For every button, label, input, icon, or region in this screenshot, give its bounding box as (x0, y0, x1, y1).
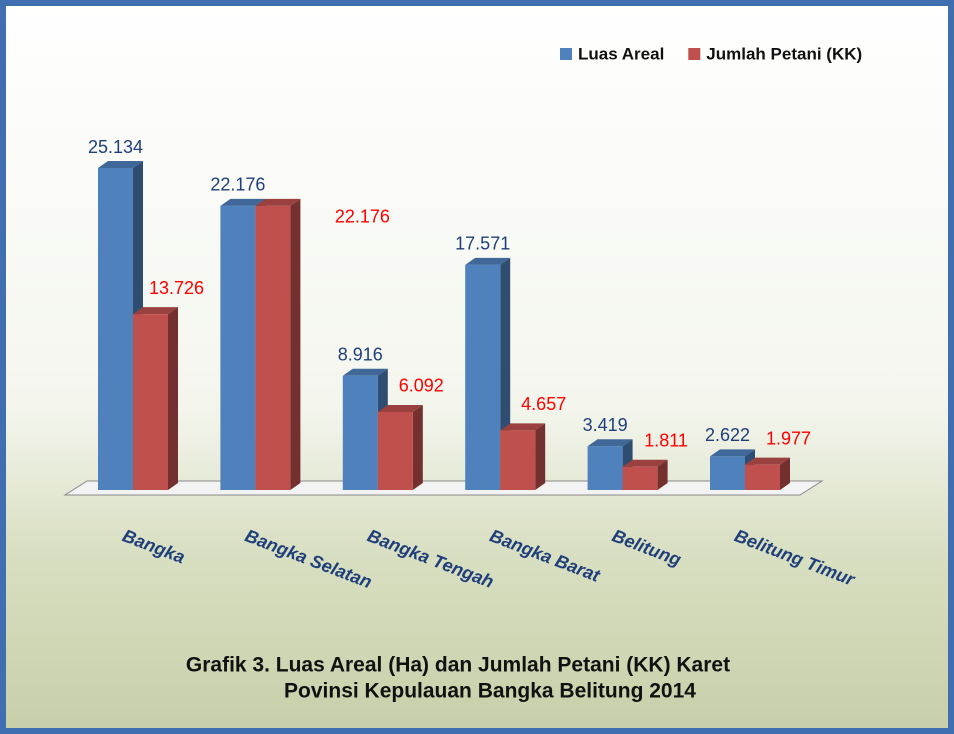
bar (133, 307, 178, 490)
bar-side (168, 307, 178, 490)
bar-front (710, 456, 745, 490)
data-label: 22.176 (210, 175, 265, 195)
data-label: 13.726 (149, 278, 204, 298)
data-label: 8.916 (338, 345, 383, 365)
floor (63, 480, 824, 496)
bar (622, 459, 668, 490)
plot (98, 161, 790, 490)
legend-label: Luas Areal (578, 44, 664, 63)
data-label: 3.419 (583, 415, 628, 435)
bar-front (98, 168, 133, 490)
bar-top (377, 404, 423, 412)
bar-front (745, 464, 780, 490)
bar (745, 457, 790, 490)
caption-line: Grafik 3. Luas Areal (Ha) dan Jumlah Pet… (186, 654, 730, 677)
bar-front (465, 264, 501, 490)
bar-front (255, 205, 291, 490)
bar-top (622, 459, 668, 467)
bar-top (465, 257, 511, 265)
bar-top (500, 423, 546, 431)
bar-front (133, 314, 168, 490)
bar (377, 404, 423, 490)
bar-side (290, 198, 301, 490)
bar-front (587, 446, 623, 490)
bar-front (377, 411, 413, 490)
bar-top (342, 368, 388, 376)
bar-front (220, 205, 256, 490)
bar (710, 449, 755, 490)
bar-side (657, 459, 668, 490)
bar-side (412, 404, 423, 490)
legend-label: Jumlah Petani (KK) (706, 44, 862, 63)
bar-front (342, 375, 378, 490)
data-label: 6.092 (399, 376, 444, 396)
bar-front (500, 430, 536, 490)
bar-side (780, 457, 790, 490)
bar (465, 257, 511, 490)
data-label: 25.134 (88, 137, 143, 157)
data-label: 17.571 (455, 234, 510, 254)
bar-top (98, 161, 143, 168)
bar-top (587, 439, 633, 447)
bar (255, 198, 301, 490)
data-label: 4.657 (521, 394, 566, 414)
bar-front (622, 466, 658, 490)
bar-side (535, 423, 546, 490)
legend-swatch (688, 48, 701, 60)
bar-top (710, 449, 755, 457)
bar-top (220, 198, 266, 206)
data-label: 1.977 (766, 428, 811, 448)
caption-line: Povinsi Kepulauan Bangka Belitung 2014 (284, 680, 696, 703)
bar (342, 368, 388, 490)
legend-swatch (560, 48, 572, 60)
bar-top (255, 198, 301, 206)
data-label: 22.176 (335, 207, 390, 227)
bar-top (133, 307, 178, 315)
data-label: 1.811 (644, 431, 688, 451)
data-label: 2.622 (705, 425, 750, 445)
bar (500, 423, 546, 490)
bar-top (745, 457, 790, 465)
